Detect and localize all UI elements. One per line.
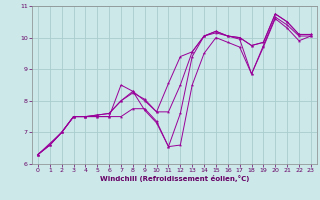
X-axis label: Windchill (Refroidissement éolien,°C): Windchill (Refroidissement éolien,°C) [100, 175, 249, 182]
